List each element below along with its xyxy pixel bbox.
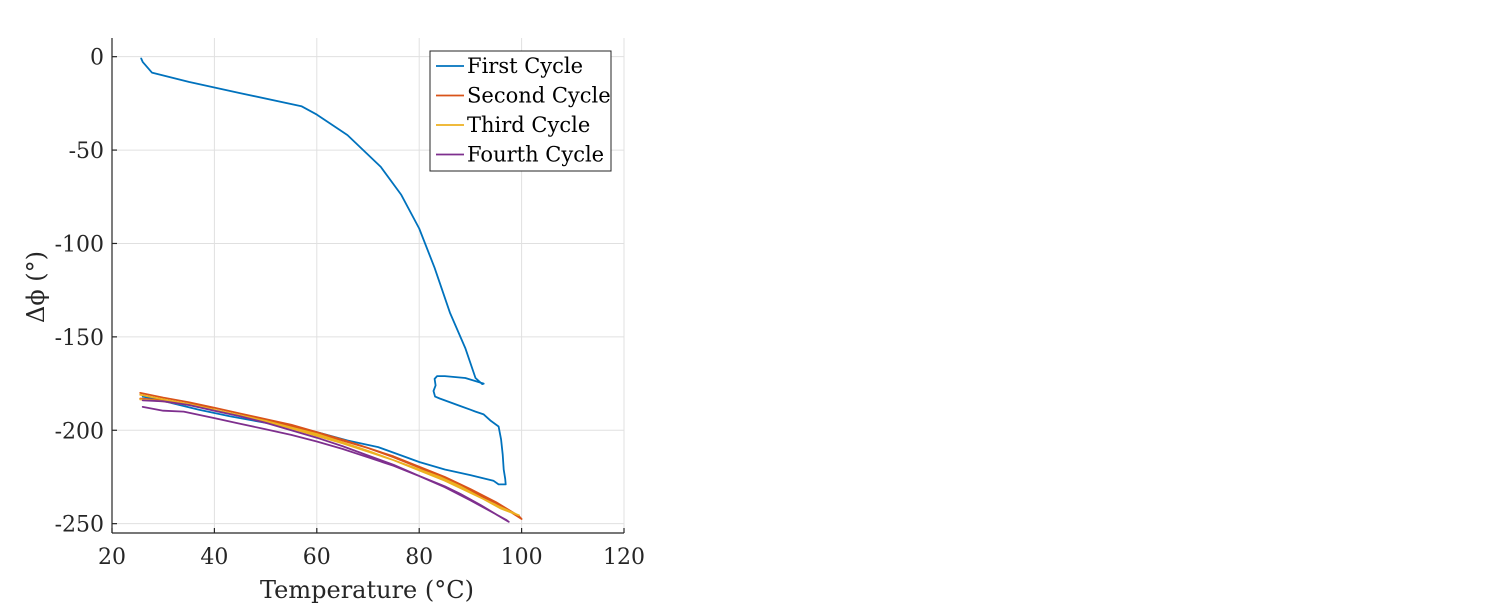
plot-series: [139, 57, 523, 523]
y-tick-label: -250: [55, 513, 104, 538]
x-axis-ticks: 20 40 60 80 100 120: [98, 528, 645, 570]
x-tick-label: 20: [98, 545, 126, 570]
legend: First Cycle Second Cycle Third Cycle Fourth…: [429, 50, 612, 172]
axes: [111, 38, 624, 534]
y-tick-label: -50: [69, 139, 104, 164]
y-tick-label: -100: [55, 232, 104, 257]
legend-label-fourth-cycle: Fourth Cycle: [467, 143, 604, 167]
x-tick-label: 60: [303, 545, 331, 570]
y-tick-label: -200: [55, 419, 104, 444]
y-tick-label: 0: [90, 46, 104, 71]
legend-label-second-cycle: Second Cycle: [467, 84, 611, 108]
x-tick-label: 80: [405, 545, 433, 570]
x-tick-label: 100: [501, 545, 543, 570]
legend-box: [429, 50, 612, 172]
y-tick-label: -150: [55, 326, 104, 351]
legend-label-third-cycle: Third Cycle: [467, 113, 590, 137]
series-line-first-cycle: [140, 57, 507, 486]
legend-label-first-cycle: First Cycle: [467, 54, 583, 78]
x-axis-label: Temperature (°C): [260, 576, 474, 604]
series-line-third-cycle: [139, 393, 520, 517]
x-tick-label: 120: [603, 545, 645, 570]
y-axis-label: Δϕ (°): [22, 251, 50, 323]
series-line-second-cycle: [139, 391, 523, 520]
x-tick-label: 40: [200, 545, 228, 570]
series-line-fourth-cycle: [141, 399, 510, 523]
grid-lines: [111, 38, 625, 533]
y-axis-ticks: 0 -50 -100 -150 -200 -250: [55, 46, 117, 538]
